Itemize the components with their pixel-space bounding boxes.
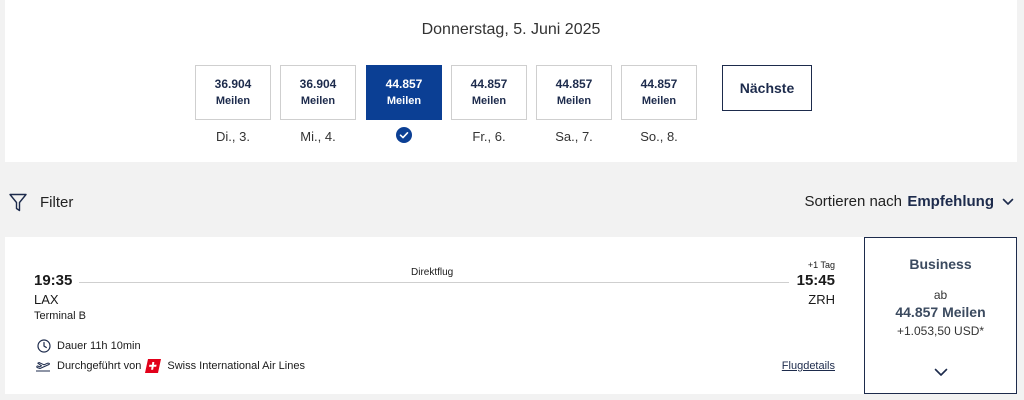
- day-miles-unit: Meilen: [215, 95, 251, 107]
- duration-text: Dauer 11h 10min: [57, 340, 141, 352]
- selected-date-title: Donnerstag, 5. Juni 2025: [421, 21, 601, 38]
- arrival-airport: ZRH: [808, 292, 835, 307]
- day-miles: 44.857: [555, 77, 593, 91]
- next-dates-button[interactable]: Nächste: [722, 65, 812, 111]
- day-miles: 36.904: [214, 77, 252, 91]
- fare-surcharge: +1.053,50 USD*: [896, 324, 985, 338]
- flight-result-card: 19:35 LAX Terminal B Direktflug +1 Tag 1…: [5, 237, 1017, 394]
- day-card-sun[interactable]: 44.857 Meilen: [621, 65, 697, 120]
- fare-from-label: ab: [933, 288, 948, 302]
- day-label-tue: Di., 3.: [216, 129, 250, 144]
- clock-icon: [37, 339, 51, 353]
- arrival-time: 15:45: [796, 272, 835, 289]
- day-card-thu-selected[interactable]: 44.857 Meilen: [366, 65, 442, 120]
- departure-time: 19:35: [34, 272, 73, 289]
- day-card-wed[interactable]: 36.904 Meilen: [280, 65, 356, 120]
- plane-takeoff-icon: [36, 362, 50, 372]
- check-circle-icon: [396, 127, 412, 143]
- day-miles-unit: Meilen: [386, 95, 422, 107]
- chevron-down-icon[interactable]: [934, 368, 948, 377]
- airline-name: Swiss International Air Lines: [167, 360, 305, 372]
- departure-airport: LAX: [34, 292, 59, 307]
- day-label-sat: Sa., 7.: [555, 129, 593, 144]
- date-selector-panel: Donnerstag, 5. Juni 2025 36.904 Meilen 3…: [5, 0, 1017, 162]
- day-miles: 44.857: [385, 77, 423, 91]
- filter-sort-bar: Filter Sortieren nach Empfehlung: [0, 183, 1024, 221]
- day-miles: 36.904: [299, 77, 337, 91]
- fare-class: Business: [909, 256, 972, 272]
- flight-details-link[interactable]: Flugdetails: [781, 360, 835, 372]
- route-line: [79, 282, 789, 283]
- day-card-tue[interactable]: 36.904 Meilen: [195, 65, 271, 120]
- business-fare-box[interactable]: Business ab 44.857 Meilen +1.053,50 USD*: [864, 237, 1017, 394]
- day-label-sun: So., 8.: [640, 129, 678, 144]
- departure-terminal: Terminal B: [34, 310, 86, 322]
- sort-label: Sortieren nach: [804, 193, 902, 210]
- flight-type: Direktflug: [411, 267, 454, 278]
- arrival-day-offset: +1 Tag: [807, 260, 835, 270]
- day-miles-unit: Meilen: [471, 95, 507, 107]
- filter-funnel-icon[interactable]: [9, 193, 27, 213]
- flight-duration: Dauer 11h 10min: [37, 339, 141, 353]
- filter-button[interactable]: Filter: [40, 194, 74, 211]
- day-card-fri[interactable]: 44.857 Meilen: [451, 65, 527, 120]
- operated-by: Durchgeführt von Swiss International Air…: [35, 359, 305, 373]
- operated-by-label: Durchgeführt von: [57, 360, 142, 372]
- day-miles-unit: Meilen: [300, 95, 336, 107]
- fare-miles: 44.857 Meilen: [895, 304, 986, 320]
- day-label-fri: Fr., 6.: [472, 129, 506, 144]
- day-label-wed: Mi., 4.: [300, 129, 336, 144]
- chevron-down-icon[interactable]: [1002, 197, 1014, 207]
- day-miles: 44.857: [470, 77, 508, 91]
- swiss-airline-logo-icon: [145, 359, 162, 373]
- day-miles-unit: Meilen: [556, 95, 592, 107]
- day-card-sat[interactable]: 44.857 Meilen: [536, 65, 612, 120]
- sort-dropdown[interactable]: Empfehlung: [907, 193, 994, 210]
- day-miles-unit: Meilen: [641, 95, 677, 107]
- day-miles: 44.857: [640, 77, 678, 91]
